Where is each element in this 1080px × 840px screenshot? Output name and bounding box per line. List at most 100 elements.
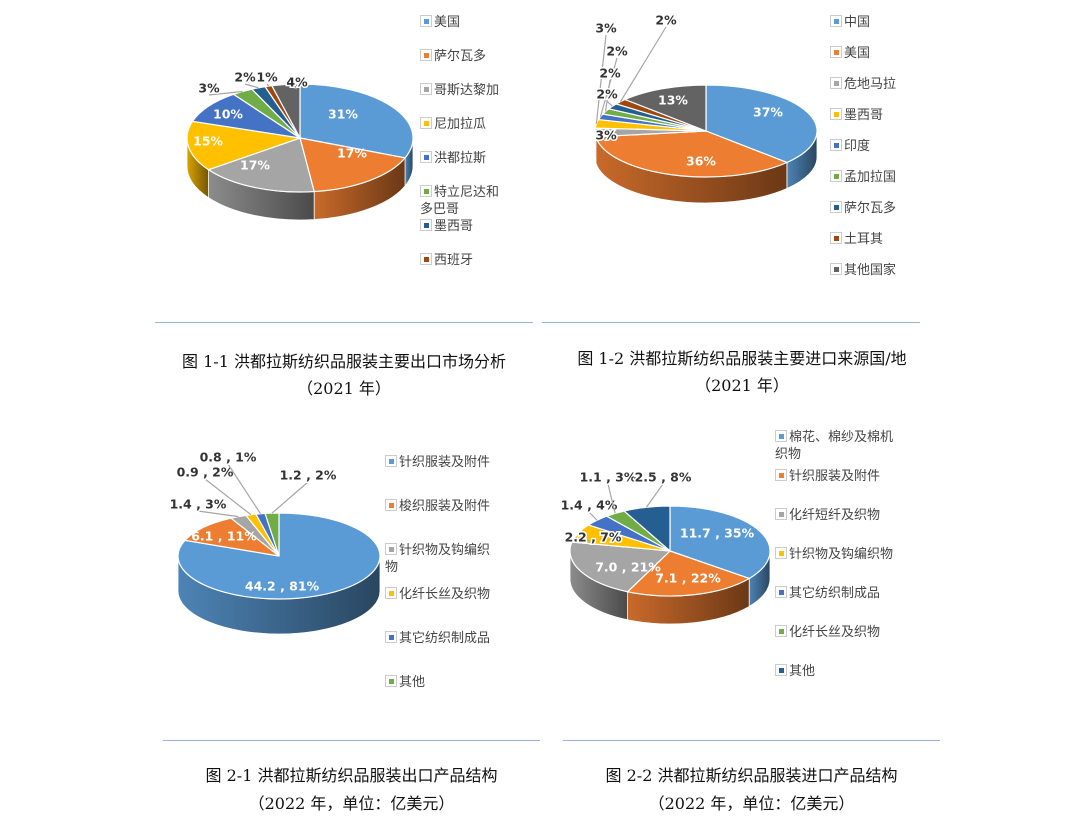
divider	[542, 322, 920, 323]
legend-label: 针织物及钩编织物	[789, 547, 894, 562]
legend-item: 其他国家	[830, 262, 896, 279]
leader-line	[588, 511, 598, 521]
legend-label: 土耳其	[844, 232, 884, 247]
data-label: 2%	[596, 87, 618, 102]
data-label: 4%	[286, 75, 308, 90]
pie-slice-萨尔瓦多	[299, 137, 407, 193]
pie-slice-洪都拉斯	[191, 93, 301, 139]
leader-line	[197, 510, 239, 518]
legend-item: 西班牙	[420, 252, 473, 269]
legend-label: 美国	[844, 46, 871, 61]
data-label: 44.2 , 81%	[245, 579, 320, 594]
legend-label: 墨西哥	[844, 108, 884, 123]
legend-item: 针织物及钩编织物	[385, 542, 490, 576]
legend-item: 墨西哥	[420, 218, 473, 235]
data-label: 2%	[655, 13, 677, 28]
legend-item: 中国	[830, 14, 870, 31]
data-label: 17%	[337, 146, 367, 161]
data-label: 1.1 , 3%	[580, 470, 637, 485]
legend-swatch	[420, 83, 432, 95]
leader-line	[594, 131, 607, 143]
legend-swatch	[420, 219, 432, 231]
pie-chart-3: 44.2 , 81% 6.1 , 11% 1.4 , 3% 0.9 , 2%0.8 ,…	[168, 448, 381, 635]
pie-slice-针织服装及附件	[626, 550, 751, 597]
caption-2-1: 图 2-1 洪都拉斯纺织品服装出口产品结构	[205, 766, 498, 785]
legend-label: 其他	[399, 675, 426, 690]
legend-swatch	[830, 139, 842, 151]
leader-line	[271, 481, 309, 514]
legend-label: 针织服装及附件	[789, 469, 881, 484]
caption-2-1-unit: （2022 年，单位：亿美元）	[248, 794, 455, 813]
leader-line	[619, 26, 667, 102]
legend-item: 美国	[420, 14, 460, 31]
legend-swatch	[830, 263, 842, 275]
legend-item: 萨尔瓦多	[420, 48, 486, 65]
legend-swatch	[775, 586, 787, 598]
legend-item: 其它纺织制成品	[775, 585, 880, 602]
pie-slice-尼加拉瓜	[186, 120, 301, 171]
caption-2-2-unit: （2022 年，单位：亿美元）	[648, 794, 855, 813]
data-label: 2%	[599, 66, 621, 81]
legend-swatch	[830, 15, 842, 27]
legend-item: 化纤短纤及织物	[775, 507, 880, 524]
legend-swatch	[420, 15, 432, 27]
legend-item: 针织服装及附件	[775, 468, 880, 485]
legend-item: 其他	[385, 674, 425, 691]
legend-label: 其它纺织制成品	[789, 586, 881, 601]
legend-swatch	[775, 664, 787, 676]
caption-2-2: 图 2-2 洪都拉斯纺织品服装进口产品结构	[605, 766, 898, 785]
data-label: 7.0 , 21%	[595, 560, 661, 575]
pie-slice-化纤短纤及织物	[569, 541, 672, 593]
data-label: 2%	[234, 70, 256, 85]
legend-label: 其他国家	[844, 263, 897, 278]
legend-item: 美国	[830, 45, 870, 62]
legend-swatch	[775, 547, 787, 559]
legend-item: 尼加拉瓜	[420, 116, 486, 133]
legend-label: 化纤短纤及织物	[789, 508, 881, 523]
caption-1-2: 图 1-2 洪都拉斯纺织品服装主要进口来源国/地	[577, 349, 907, 368]
legend-item: 针织物及钩编织物	[775, 546, 893, 563]
legend-item: 其它纺织制成品	[385, 630, 490, 647]
leader-line	[266, 83, 269, 87]
legend-swatch	[420, 185, 432, 197]
data-label: 1.2 , 2%	[280, 468, 337, 483]
legend-swatch	[830, 170, 842, 182]
legend-item: 印度	[830, 138, 870, 155]
legend-swatch	[830, 46, 842, 58]
data-label: 1%	[256, 70, 278, 85]
legend-swatch	[775, 625, 787, 637]
legend-item: 萨尔瓦多	[830, 200, 896, 217]
data-label: 1.4 , 3%	[170, 497, 227, 512]
data-label: 0.9 , 2%	[177, 465, 234, 480]
leader-line	[227, 463, 262, 515]
legend-label: 化纤长丝及织物	[789, 625, 881, 640]
legend-label: 特立尼达和 多巴哥	[420, 185, 500, 217]
legend-item: 化纤长丝及织物	[385, 586, 490, 603]
legend-swatch	[420, 151, 432, 163]
legend-label: 梭织服装及附件	[399, 499, 491, 514]
legend-item: 土耳其	[830, 231, 883, 248]
legend-label: 尼加拉瓜	[434, 117, 487, 132]
legend-item: 化纤长丝及织物	[775, 624, 880, 641]
data-label: 3%	[198, 81, 220, 96]
leader-line	[244, 83, 259, 89]
pie-chart-2: 37% 36% 3% 3% 2% 2% 2% 2% 13%	[594, 11, 818, 204]
legend-item: 孟加拉国	[830, 169, 896, 186]
legend-label: 棉花、棉纱及棉机 织物	[775, 430, 894, 462]
legend-label: 其他	[789, 664, 816, 679]
leader-line	[606, 100, 613, 107]
legend-swatch	[385, 587, 397, 599]
legend-swatch	[830, 108, 842, 120]
data-label: 2.5 , 8%	[635, 470, 692, 485]
data-label: 13%	[658, 93, 688, 108]
leader-line	[577, 532, 594, 545]
legend-label: 针织服装及附件	[399, 455, 491, 470]
legend-item: 针织服装及附件	[385, 454, 490, 471]
data-label: 37%	[753, 105, 783, 120]
pie-slice-其他国家	[623, 84, 707, 132]
data-label: 1.4 , 4%	[561, 498, 618, 513]
legend-swatch	[385, 543, 397, 555]
pie-chart-1: 31% 17% 17% 15% 10% 3% 2% 1% 4%	[186, 68, 414, 221]
legend-item: 哥斯达黎加	[420, 82, 499, 99]
